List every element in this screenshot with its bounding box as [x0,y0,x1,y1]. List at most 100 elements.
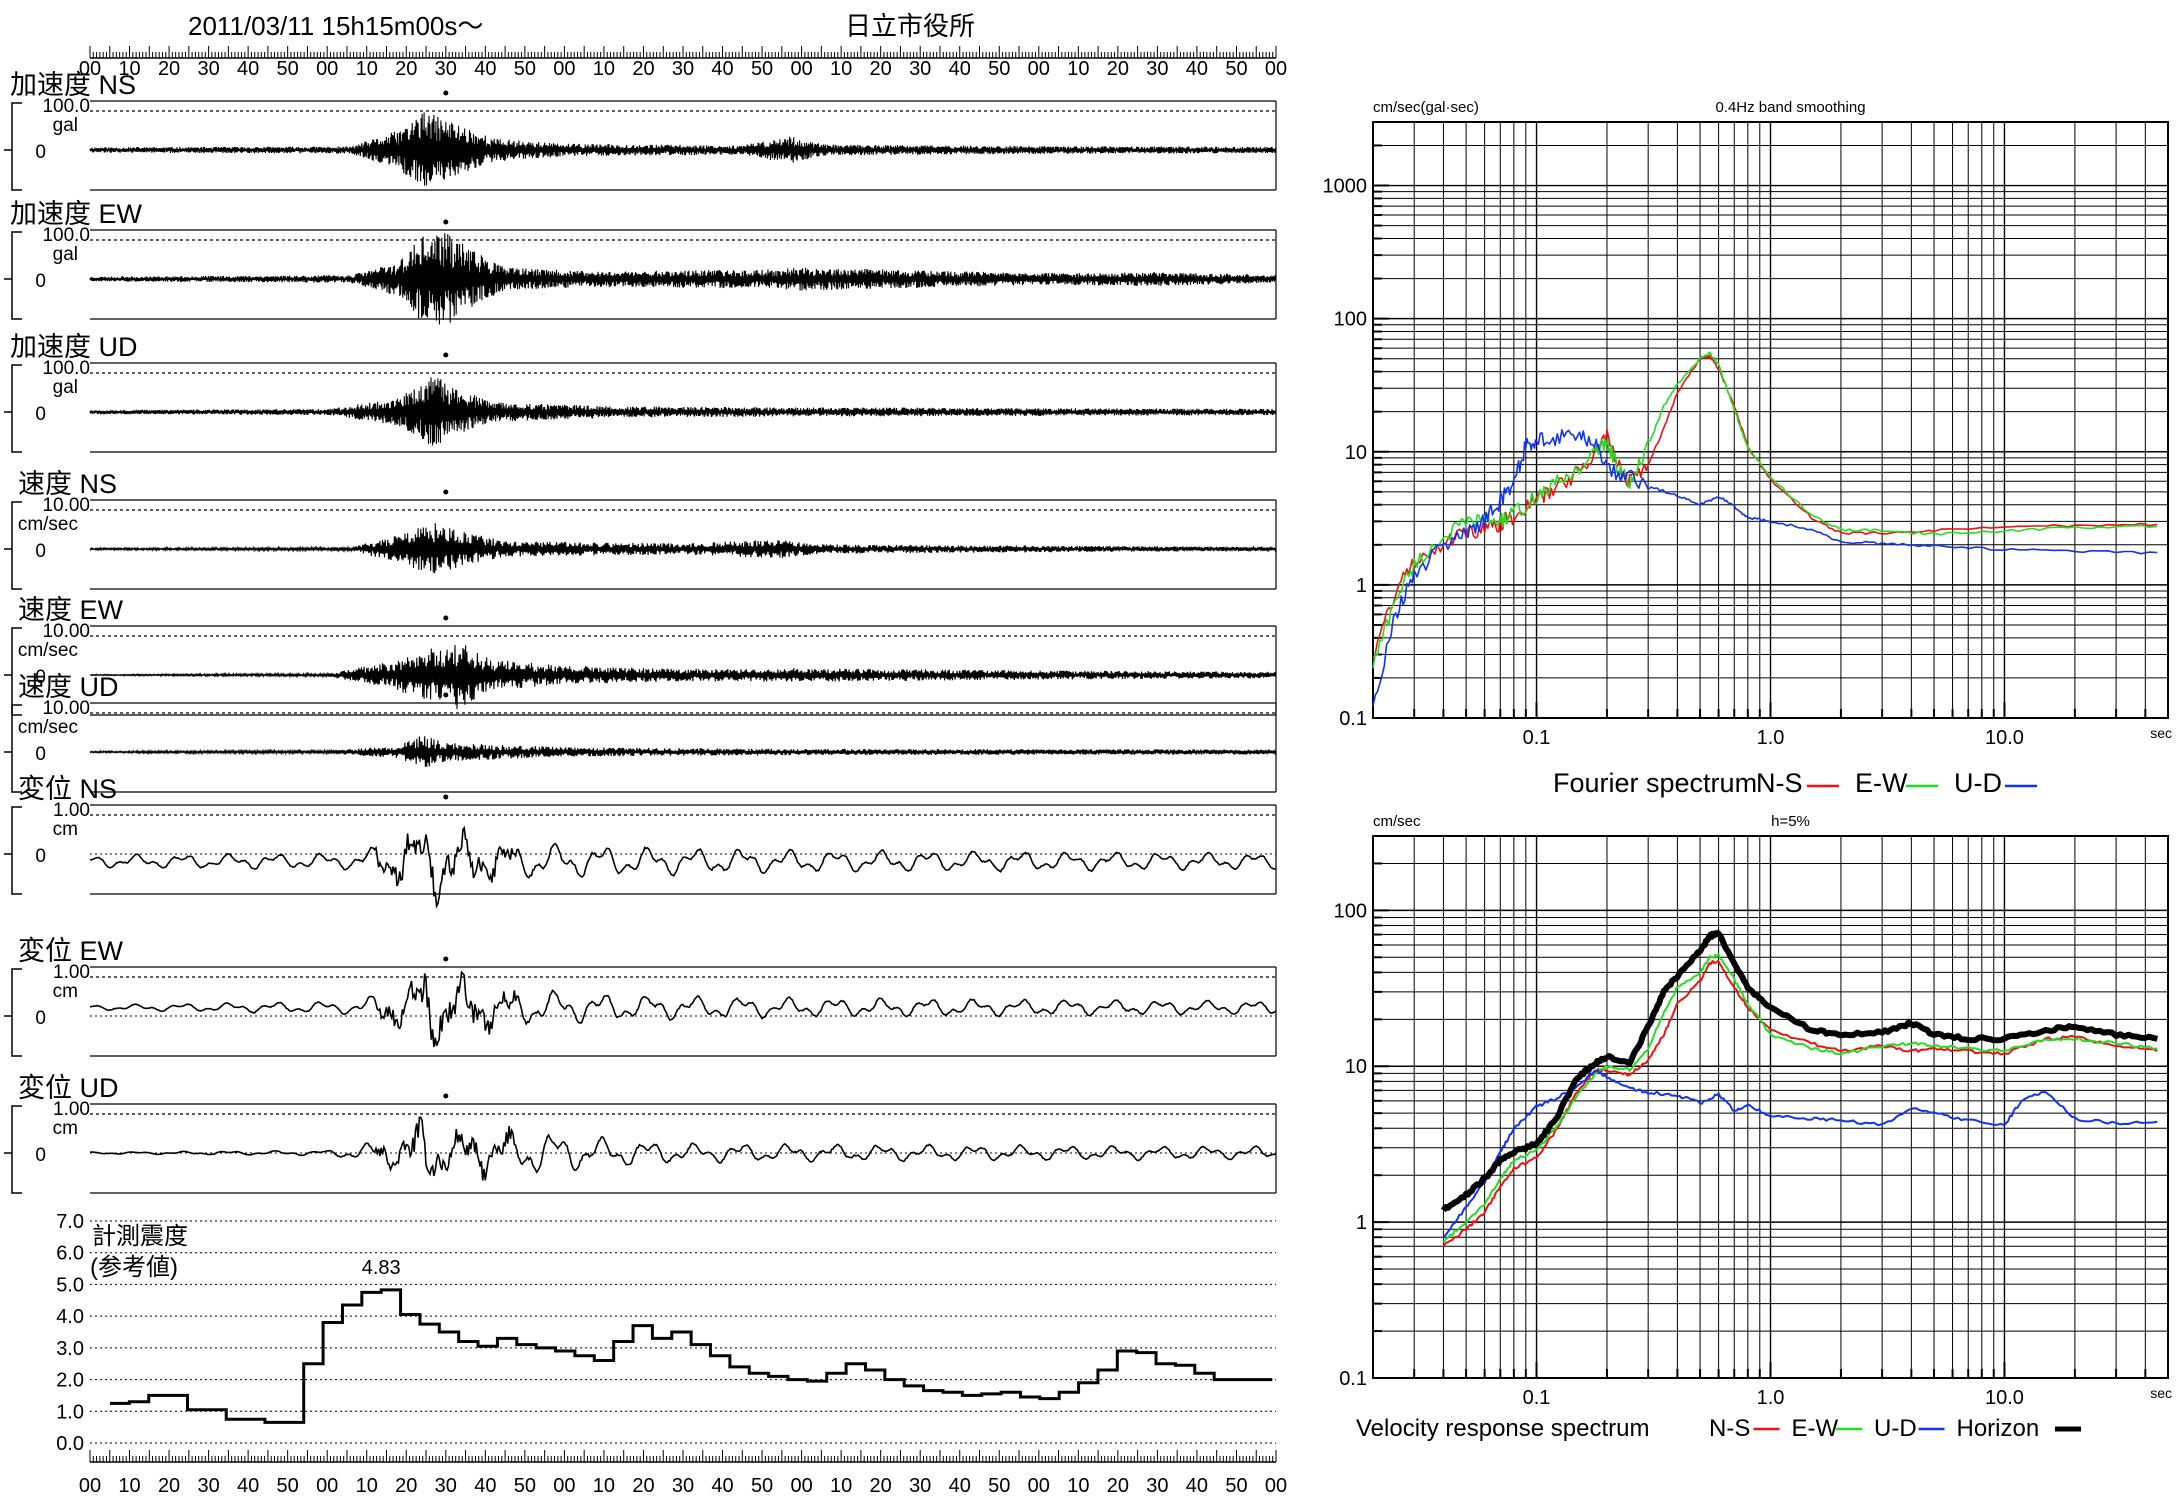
fourier-xunit: sec [2150,725,2172,741]
waveform-peak-marker [443,692,449,698]
response-legend-label: Horizon [1957,1415,2040,1442]
fourier-ytick-label: 1000 [1323,176,1368,198]
waveform-trace [89,523,1277,574]
response-series-horizon [1440,929,2158,1213]
time-bottom-tick-label: 50 [277,1475,299,1497]
time-top-tick-label: 00 [316,58,338,80]
time-top-tick-label: 50 [1225,58,1247,80]
waveform-unit: gal [53,377,78,398]
time-top-tick-label: 00 [79,58,101,80]
time-bottom-tick-label: 40 [1186,1475,1208,1497]
waveform-bracket [4,704,22,793]
time-top-tick-label: 30 [197,58,219,80]
intensity-ytick-label: 1.0 [56,1401,84,1423]
fourier-xtick-label: 10.0 [1985,727,2024,749]
response-ytick-label: 1 [1356,1212,1367,1234]
response-subtitle: h=5% [1771,813,1810,830]
time-top-tick-label: 50 [514,58,536,80]
fourier-ytick-label: 0.1 [1339,708,1367,730]
waveform-bracket [4,501,22,590]
waveform-scale: 100.0 [42,96,90,117]
waveform-bracket [4,1105,22,1194]
response-series-u-d [1442,1069,2158,1239]
waveform-unit: cm/sec [18,717,78,738]
fourier-legend-label: U-D [1954,768,2002,798]
time-bottom-tick-label: 40 [237,1475,259,1497]
waveform-zero: 0 [35,271,46,292]
waveform-peak-marker [443,352,449,358]
waveform-scale: 10.00 [42,621,90,642]
fourier-series-u-d [1372,429,2158,707]
time-bottom-tick-label: 50 [988,1475,1010,1497]
response-xtick-label: 1.0 [1757,1387,1785,1409]
time-axis-bottom: 00 10 20 30 40 50 00 10 20 30 40 50 00 10 20 30 40 50 00 10… [79,1450,1287,1497]
waveform-trace [89,736,1277,767]
time-bottom-tick-label: 10 [830,1475,852,1497]
response-legend-label: U-D [1874,1415,1917,1442]
waveform-label: 速度 UD [18,672,119,702]
response-legend-label: N-S [1709,1415,1750,1442]
time-bottom-tick-label: 40 [949,1475,971,1497]
waveform-unit: cm [53,981,78,1002]
waveform-zero: 0 [35,846,46,867]
intensity-title: 計測震度 [92,1223,188,1250]
time-bottom-tick-label: 00 [316,1475,338,1497]
time-top-tick-label: 30 [1146,58,1168,80]
time-top-tick-label: 20 [395,58,417,80]
waveform-trace [89,825,1277,909]
waveform-peak-marker [443,794,449,800]
time-top-tick-label: 20 [870,58,892,80]
response-ytick-label: 10 [1345,1056,1367,1078]
time-bottom-tick-label: 20 [870,1475,892,1497]
time-bottom-tick-label: 40 [711,1475,733,1497]
response-ytick-label: 100 [1334,900,1367,922]
waveform-trace [89,1116,1277,1181]
fourier-subtitle: 0.4Hz band smoothing [1715,99,1865,116]
time-bottom-tick-label: 50 [1225,1475,1247,1497]
waveform-bracket [4,806,22,895]
time-top-tick-label: 50 [988,58,1010,80]
waveform-peak-marker [443,489,449,495]
waveform-scale: 1.00 [53,962,90,983]
time-top-tick-label: 20 [1107,58,1129,80]
response-ytick-label: 0.1 [1339,1368,1367,1390]
time-top-tick-label: 00 [1028,58,1050,80]
waveform-zero: 0 [35,142,46,163]
response-title: Velocity response spectrum [1356,1415,1649,1442]
response-xtick-label: 10.0 [1985,1387,2024,1409]
time-bottom-tick-label: 30 [1146,1475,1168,1497]
fourier-series-n-s [1372,354,2158,659]
intensity-subtitle: (参考値) [90,1254,178,1281]
time-top-tick-label: 50 [751,58,773,80]
time-bottom-tick-label: 00 [553,1475,575,1497]
waveform-bracket [4,364,22,453]
time-bottom-tick-label: 30 [672,1475,694,1497]
waveform-zero: 0 [35,1008,46,1029]
fourier-ytick-label: 10 [1345,442,1367,464]
waveform-unit: cm [53,819,78,840]
fourier-legend-label: E-W [1855,768,1908,798]
waveform-scale: 100.0 [42,225,90,246]
time-top-tick-label: 30 [909,58,931,80]
velocity-response-chart: 0.1 1 10 100 0.1 1.0 10.0 sec cm/sec h=5% Velocity… [1334,813,2172,1442]
fourier-ytick-label: 1 [1356,575,1367,597]
waveform-peak-marker [443,90,449,96]
waveform-unit: gal [53,115,78,136]
time-top-tick-label: 10 [118,58,140,80]
time-bottom-tick-label: 30 [435,1475,457,1497]
time-top-tick-label: 10 [1067,58,1089,80]
time-bottom-tick-label: 40 [474,1475,496,1497]
waveform-unit: gal [53,244,78,265]
intensity-panel: 計測震度 (参考値) 4.83 0.0 1.0 2.0 3.0 4.0 5.0 6.0 7.0 [56,1211,1276,1455]
time-bottom-tick-label: 20 [632,1475,654,1497]
header-datetime: 2011/03/11 15h15m00s〜 [188,11,483,41]
intensity-ytick-label: 3.0 [56,1338,84,1360]
time-top-tick-label: 10 [593,58,615,80]
time-bottom-tick-label: 20 [395,1475,417,1497]
